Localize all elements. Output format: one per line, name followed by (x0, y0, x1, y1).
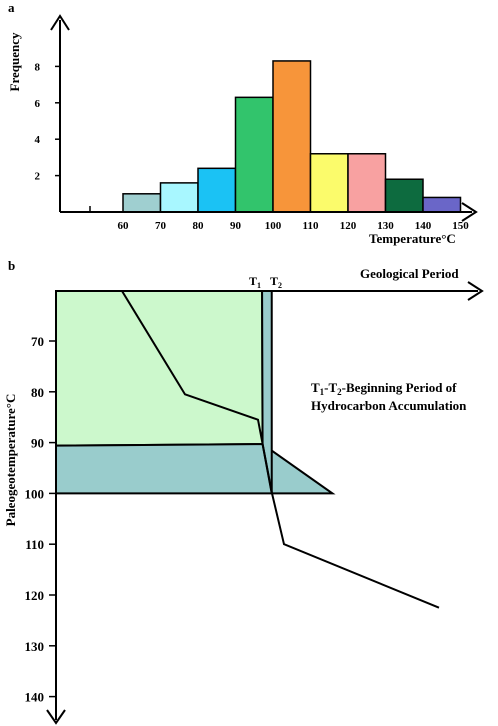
panel-a-label: a (8, 0, 15, 15)
x-tick-label-a: 60 (118, 220, 130, 232)
y-axis-a-arrowhead (50, 14, 70, 31)
y-tick-label-a: 2 (35, 171, 41, 183)
x-axis-a-title: Temperature°C (369, 231, 456, 246)
period-marker-label: T1 (249, 274, 261, 290)
histogram-bar (309, 153, 349, 213)
y-tick-label-b: 80 (31, 385, 44, 400)
x-tick-label-a: 80 (193, 220, 205, 232)
histogram-bar (384, 178, 424, 213)
panel-b: b 70 80 90 100 110 120 130 140 Geological Perio… (3, 258, 484, 725)
x-tick-label-a: 70 (155, 220, 167, 232)
y-tick-label-b: 90 (31, 436, 44, 451)
t-markers: T1 T2 (249, 274, 282, 290)
y-tick-label-b: 130 (25, 639, 45, 654)
panel-a: a 2 4 6 8 60 70 80 90 100 110 120 130 140 150 Freque… (7, 0, 478, 246)
x-tick-label-a: 130 (377, 220, 394, 232)
panel-b-label: b (8, 258, 15, 273)
x-tick-label-a: 120 (340, 220, 357, 232)
y-axis-b-title: Paleogeotemperature°C (3, 394, 18, 527)
fill-region-upper (55, 290, 264, 447)
y-tick-label-b: 70 (31, 334, 44, 349)
x-tick-label-a: 150 (452, 220, 469, 232)
x-axis-b-arrowhead (467, 281, 484, 301)
y-tick-label-b: 140 (25, 690, 45, 705)
y-axis-b-arrowhead (46, 709, 66, 725)
y-axis-a-title: Frequency (7, 32, 22, 91)
x-tick-label-a: 110 (303, 220, 319, 232)
paleotemperature-curve (121, 290, 440, 609)
x-tick-label-a: 100 (265, 220, 282, 232)
histogram-bar (122, 193, 162, 213)
fill-region-lower (55, 443, 336, 495)
x-tick-label-a: 140 (415, 220, 432, 232)
y-tick-label-b: 100 (25, 486, 45, 501)
y-ticks-a: 2 4 6 8 (35, 61, 60, 183)
y-tick-label-b: 110 (25, 537, 44, 552)
y-tick-label-a: 8 (35, 61, 41, 73)
x-axis-b-title: Geological Period (360, 266, 459, 281)
histogram-bar (347, 153, 387, 213)
histogram-bar (197, 167, 237, 213)
x-ticks-a: 60 70 80 90 100 110 120 130 140 150 (118, 220, 470, 232)
histogram-bar (159, 182, 199, 213)
x-axis-a-arrowhead (461, 202, 478, 222)
annotation-line-2: Hydrocarbon Accumulation (311, 398, 467, 413)
x-tick-label-a: 90 (230, 220, 242, 232)
histogram-bar (234, 96, 274, 213)
histogram-bar (272, 60, 312, 213)
y-ticks-b: 70 80 90 100 110 120 130 140 (25, 334, 56, 705)
y-tick-label-a: 4 (35, 134, 41, 146)
annotation-line-1: T1-T2-Beginning Period of (311, 380, 457, 397)
histogram-bar (422, 196, 462, 213)
y-tick-label-a: 6 (35, 98, 41, 110)
bars-a (122, 60, 462, 213)
period-marker-label: T2 (270, 274, 282, 290)
y-tick-label-b: 120 (25, 588, 45, 603)
